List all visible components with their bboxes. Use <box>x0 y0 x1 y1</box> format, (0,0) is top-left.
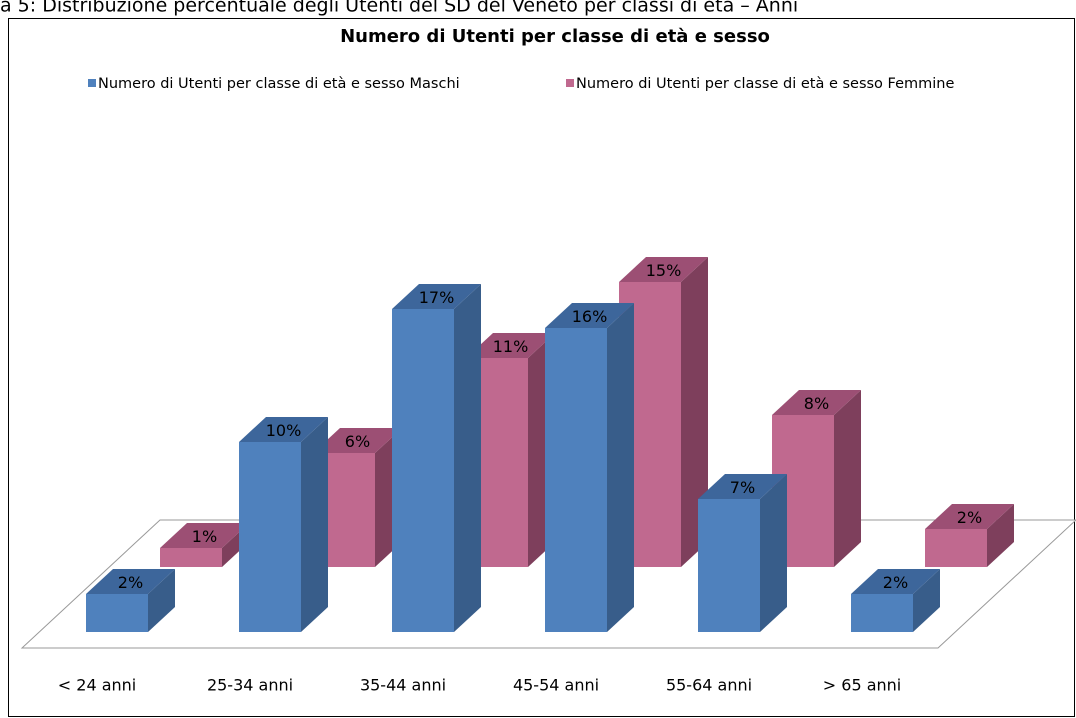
bar-side <box>301 417 328 632</box>
data-label: 2% <box>883 573 908 592</box>
bar-top <box>86 569 175 594</box>
x-tick-label: 25-34 anni <box>207 676 293 695</box>
bar-top <box>466 333 555 358</box>
bar-top <box>619 257 708 282</box>
data-label: 2% <box>118 573 143 592</box>
bar <box>160 548 222 567</box>
bar-side <box>913 569 940 632</box>
bar <box>392 309 454 632</box>
data-label: 16% <box>572 307 608 326</box>
legend-label: Numero di Utenti per classe di età e ses… <box>576 76 954 92</box>
legend-swatch <box>88 79 96 87</box>
caption: a 5: Distribuzione percentuale degli Ute… <box>0 0 798 17</box>
bar <box>239 442 301 632</box>
data-label: 7% <box>730 478 755 497</box>
bar-side <box>681 257 708 567</box>
x-tick-label: 55-64 anni <box>666 676 752 695</box>
bar-top <box>545 303 634 328</box>
data-label: 8% <box>804 394 829 413</box>
x-tick-label: 45-54 anni <box>513 676 599 695</box>
bar-top <box>392 284 481 309</box>
bar-top <box>239 417 328 442</box>
bar-top <box>313 428 402 453</box>
x-tick-label: 35-44 anni <box>360 676 446 695</box>
bar <box>86 594 148 632</box>
x-tick-label: < 24 anni <box>58 676 136 695</box>
bar-side <box>987 504 1014 567</box>
data-label: 11% <box>493 337 529 356</box>
bar-top <box>925 504 1014 529</box>
bar-top <box>698 474 787 499</box>
bar <box>851 594 913 632</box>
bar <box>925 529 987 567</box>
data-label: 17% <box>419 288 455 307</box>
legend-swatch <box>566 79 574 87</box>
bar <box>545 328 607 632</box>
legend-label: Numero di Utenti per classe di età e ses… <box>98 76 460 92</box>
x-tick-label: > 65 anni <box>823 676 901 695</box>
data-label: 2% <box>957 508 982 527</box>
bar-top <box>160 523 249 548</box>
data-label: 6% <box>345 432 370 451</box>
bar-side <box>607 303 634 632</box>
data-label: 1% <box>192 527 217 546</box>
data-label: 10% <box>266 421 302 440</box>
data-label: 15% <box>646 261 682 280</box>
bar-side <box>760 474 787 632</box>
bar-side <box>454 284 481 632</box>
bar-side <box>834 390 861 567</box>
bar-top <box>851 569 940 594</box>
bar <box>698 499 760 632</box>
chart-title: Numero di Utenti per classe di età e ses… <box>340 26 770 47</box>
bar-side <box>148 569 175 632</box>
bar-top <box>772 390 861 415</box>
